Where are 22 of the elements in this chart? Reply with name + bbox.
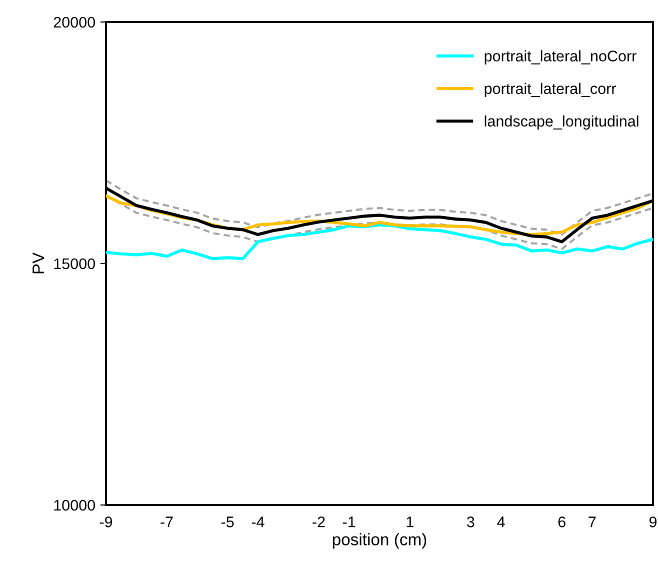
x-tick-label: -9: [100, 516, 112, 528]
x-tick-label: -4: [252, 516, 264, 528]
x-tick-label: -2: [312, 516, 325, 528]
x-tick-label: 6: [558, 516, 566, 528]
x-tick-label: -1: [343, 516, 356, 528]
line-series: [106, 223, 653, 260]
x-tick-label: -7: [160, 516, 173, 528]
legend-label: landscape_longitudinal: [484, 115, 638, 130]
y-axis-title: PV: [32, 252, 44, 274]
y-tick-label: 10000: [54, 500, 95, 511]
y-tick-label: 15000: [54, 258, 95, 270]
y-tick-label: 20000: [54, 16, 95, 28]
legend-label: portrait_lateral_corr: [484, 82, 616, 98]
legend-label: portrait_lateral_noCorr: [484, 50, 636, 64]
x-tick-label: 4: [497, 516, 505, 528]
x-tick-label: 3: [467, 516, 474, 528]
line-series: [106, 179, 653, 236]
x-tick-label: 1: [406, 516, 414, 528]
x-tick-label: -5: [221, 516, 234, 528]
x-tick-label: 7: [588, 516, 596, 528]
x-tick-label: 9: [649, 516, 657, 528]
x-axis-title: position (cm): [332, 533, 426, 549]
